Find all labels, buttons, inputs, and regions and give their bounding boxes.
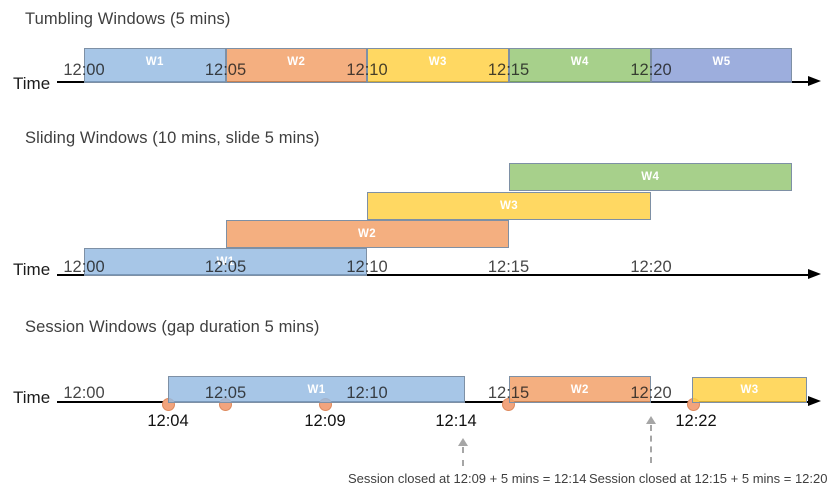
session-tick-1215: 12:15 (487, 384, 530, 402)
tumbling-window-w1: W1 (84, 48, 226, 83)
sliding-title: Sliding Windows (10 mins, slide 5 mins) (25, 129, 320, 147)
tumbling-time-axis-label: Time (13, 74, 51, 93)
session-axis-arrow-icon (808, 396, 821, 406)
session-close-arrow-icon (458, 438, 468, 446)
tumbling-tick-1220: 12:20 (630, 61, 672, 79)
tumbling-title: Tumbling Windows (5 mins) (25, 10, 231, 28)
sliding-tick-1220: 12:20 (630, 258, 672, 276)
window-label: W3 (740, 384, 759, 396)
session-close-arrow-line (650, 425, 652, 463)
sliding-window-w4: W4 (508, 163, 792, 191)
window-label: W1 (307, 383, 326, 396)
sliding-tick-1200: 12:00 (63, 258, 105, 276)
session-close-arrow-line (462, 447, 464, 466)
tumbling-window-w3: W3 (367, 48, 509, 83)
window-label: W1 (145, 56, 164, 68)
tumbling-tick-1210: 12:10 (346, 61, 388, 79)
window-label: W1 (216, 256, 235, 268)
window-label: W2 (287, 56, 306, 68)
tumbling-window-w4: W4 (508, 48, 651, 83)
session-window-w1: W1 (168, 376, 465, 403)
session-close-arrow-icon (646, 416, 656, 424)
session-close-annotation-2: Session closed at 12:15 + 5 mins = 12:20 (589, 471, 828, 486)
window-label: W3 (428, 56, 447, 68)
sliding-window-w3: W3 (367, 192, 651, 220)
window-label: W3 (499, 200, 519, 212)
event-label-1204: 12:04 (147, 412, 189, 430)
window-label: W4 (570, 56, 589, 68)
session-tick-1200: 12:00 (63, 384, 105, 402)
event-label-1214: 12:14 (435, 412, 477, 430)
tumbling-axis-arrow-icon (808, 76, 821, 86)
session-time-axis-label: Time (13, 388, 51, 407)
session-tick-1220: 12:20 (630, 384, 672, 402)
sliding-tick-1215: 12:15 (487, 258, 530, 276)
window-label: W4 (641, 171, 660, 183)
sliding-axis-arrow-icon (808, 269, 821, 279)
sliding-window-w1: W1 (84, 248, 367, 276)
session-tick-1210: 12:10 (346, 384, 388, 402)
sliding-time-axis (57, 274, 810, 277)
tumbling-window-w5: W5 (651, 48, 792, 83)
tumbling-tick-1205: 12:05 (204, 61, 247, 79)
sliding-window-w2: W2 (225, 220, 509, 248)
session-window-w2: W2 (508, 376, 651, 403)
sliding-tick-1210: 12:10 (346, 258, 388, 276)
session-title: Session Windows (gap duration 5 mins) (25, 318, 320, 336)
event-label-1222: 12:22 (675, 412, 717, 430)
sliding-time-axis-label: Time (13, 260, 51, 279)
tumbling-window-w2: W2 (225, 48, 367, 83)
window-label: W5 (712, 56, 731, 68)
window-label: W2 (570, 383, 589, 396)
event-label-1209: 12:09 (304, 412, 346, 430)
sliding-tick-1205: 12:05 (204, 258, 247, 276)
tumbling-tick-1200: 12:00 (63, 61, 105, 79)
session-window-w3: W3 (692, 377, 807, 403)
tumbling-tick-1215: 12:15 (487, 61, 530, 79)
session-close-annotation-1: Session closed at 12:09 + 5 mins = 12:14 (348, 471, 587, 486)
window-label: W2 (357, 228, 377, 240)
session-tick-1205: 12:05 (204, 384, 247, 402)
